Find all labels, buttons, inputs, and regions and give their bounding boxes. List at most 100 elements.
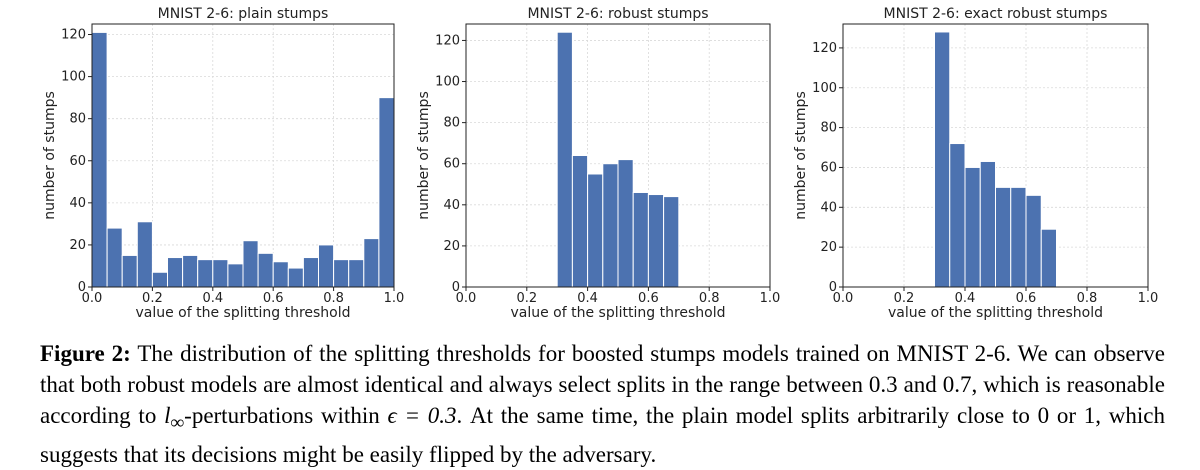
histogram-bar [663, 196, 680, 288]
chart-1: 0.0 0.2 0.4 0.6 0.8 1.0 0 20 40 60 80 100 120 MNIST 2… [42, 6, 404, 321]
y-tick-label: 100 [812, 81, 837, 96]
histogram-bar [333, 259, 350, 288]
y-tick-label: 0 [78, 280, 86, 295]
chart-title: MNIST 2-6: plain stumps [158, 6, 329, 22]
x-tick-label: 0.0 [82, 291, 103, 306]
y-tick-label: 120 [435, 33, 460, 48]
histogram-bar [302, 257, 319, 288]
x-tick-label: 0.6 [638, 291, 659, 306]
histogram-bar [212, 259, 229, 288]
histogram-bar [556, 31, 573, 288]
y-tick-label: 60 [820, 160, 837, 175]
caption-linf: l∞ [164, 403, 184, 434]
y-tick-label: 80 [443, 116, 460, 131]
x-tick-label: 1.0 [1138, 291, 1159, 306]
y-axis-label: number of stumps [42, 91, 58, 220]
histogram-bar [602, 163, 619, 288]
y-tick-label: 0 [452, 280, 460, 295]
x-axis-label: value of the splitting threshold [510, 305, 725, 321]
y-tick-label: 120 [812, 41, 837, 56]
histogram-bar [287, 267, 304, 288]
histogram-bar [1010, 186, 1027, 288]
histogram-bar [167, 257, 184, 288]
caption-text-1: The distribution of the splitting thresh… [40, 341, 1165, 428]
x-tick-label: 0.0 [833, 291, 854, 306]
y-tick-label: 0 [829, 280, 837, 295]
plot-frame [91, 23, 395, 288]
x-tick-label: 1.0 [384, 291, 405, 306]
y-tick-label: 80 [820, 121, 837, 136]
histogram-bar [632, 191, 649, 288]
histogram-bar [272, 261, 289, 288]
x-tick-label: 1.0 [760, 291, 781, 306]
histogram-bar [587, 173, 604, 288]
chart-title: MNIST 2-6: exact robust stumps [884, 6, 1108, 22]
histogram-bar [257, 252, 274, 288]
histogram-bar [91, 31, 108, 288]
x-tick-label: 0.8 [699, 291, 720, 306]
y-tick-label: 40 [443, 198, 460, 213]
y-tick-label: 20 [820, 240, 837, 255]
histogram-bar [949, 143, 966, 288]
y-tick-label: 120 [61, 28, 86, 43]
caption-text-3: . At the same time, the plain model spli… [40, 403, 1165, 467]
y-axis-label: number of stumps [793, 91, 809, 220]
histogram-bar [121, 254, 138, 288]
x-tick-label: 0.6 [1016, 291, 1037, 306]
histogram-bar [227, 263, 244, 288]
x-tick-label: 0.0 [456, 291, 477, 306]
histogram-bar [647, 194, 665, 288]
chart-3: 0.0 0.2 0.4 0.6 0.8 1.0 0 20 40 60 80 100 120 MNIST 2… [793, 6, 1158, 321]
y-tick-label: 20 [443, 239, 460, 254]
histogram-bar [363, 238, 380, 288]
y-tick-label: 100 [435, 75, 460, 90]
histogram-bar [378, 97, 395, 288]
histogram-bar [151, 271, 168, 288]
histogram-bar [318, 244, 335, 288]
histogram-bar [964, 166, 981, 288]
y-tick-label: 80 [69, 112, 86, 127]
x-tick-label: 0.8 [1077, 291, 1098, 306]
y-tick-label: 20 [69, 238, 86, 253]
chart-title: MNIST 2-6: robust stumps [527, 6, 708, 22]
histogram-bar [979, 160, 996, 288]
histogram-bar [1040, 228, 1057, 288]
plot-frame [465, 23, 771, 288]
y-tick-label: 60 [443, 157, 460, 172]
y-tick-label: 40 [820, 200, 837, 215]
histogram-bar [136, 221, 153, 288]
histogram-bar [242, 240, 259, 288]
x-tick-label: 0.6 [263, 291, 284, 306]
y-tick-label: 100 [61, 70, 86, 85]
x-tick-label: 0.2 [894, 291, 915, 306]
caption-label: Figure 2: [40, 341, 131, 366]
histogram-bar [571, 155, 589, 288]
y-axis-label: number of stumps [416, 91, 432, 220]
y-tick-label: 40 [69, 196, 86, 211]
x-axis-label: value of the splitting threshold [135, 305, 350, 321]
chart-2: 0.0 0.2 0.4 0.6 0.8 1.0 0 20 40 60 80 100 120 MNIST 2… [416, 6, 780, 321]
histogram-bar [934, 31, 951, 288]
x-tick-label: 0.4 [955, 291, 976, 306]
caption-epsilon: ϵ = 0.3 [387, 403, 457, 428]
histogram-bar [348, 259, 365, 288]
caption-linf-l: l [164, 403, 171, 428]
histogram-bar [1025, 194, 1042, 288]
x-tick-label: 0.2 [516, 291, 537, 306]
plot-frame [842, 23, 1149, 288]
histogram-bar [106, 227, 123, 288]
x-tick-label: 0.2 [142, 291, 163, 306]
histogram-bar [197, 259, 214, 288]
figure-caption: Figure 2: The distribution of the splitt… [40, 338, 1165, 470]
histogram-bar [995, 186, 1012, 288]
histogram-bar [617, 159, 634, 288]
x-tick-label: 0.8 [323, 291, 344, 306]
caption-text-2: -perturbations within [184, 403, 388, 428]
figure-charts: 0.0 0.2 0.4 0.6 0.8 1.0 0 20 40 60 80 100 120 MNIST 2… [42, 6, 1158, 321]
x-axis-label: value of the splitting threshold [888, 305, 1103, 321]
histogram-bar [182, 254, 199, 288]
x-tick-label: 0.4 [202, 291, 223, 306]
caption-linf-sub: ∞ [170, 412, 185, 434]
x-tick-label: 0.4 [577, 291, 598, 306]
y-tick-label: 60 [69, 154, 86, 169]
